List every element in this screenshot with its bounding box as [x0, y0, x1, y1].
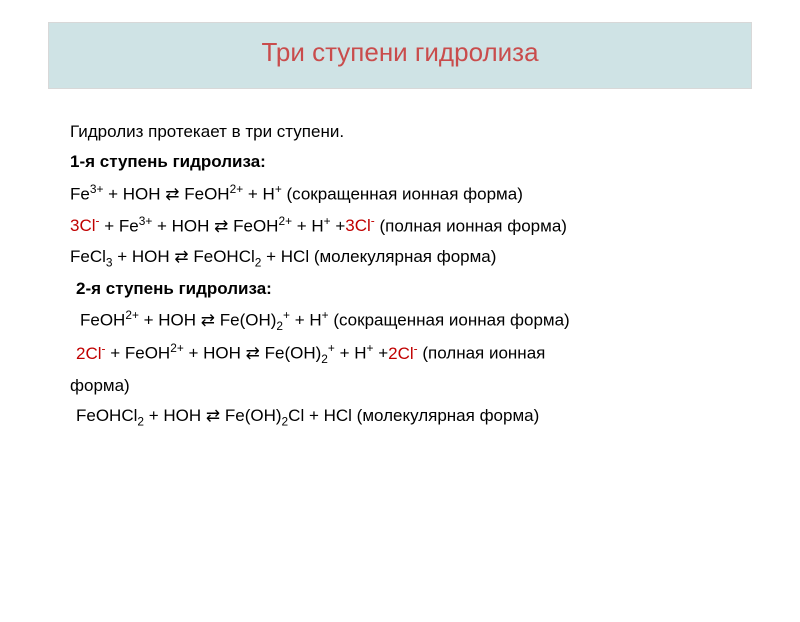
- text: (сокращенная ионная форма): [329, 311, 570, 330]
- sub: 2: [321, 352, 328, 366]
- text: FeOH: [80, 311, 125, 330]
- page-title: Три ступени гидролиза: [59, 37, 741, 68]
- text: 3Cl: [70, 216, 96, 235]
- sup: +: [283, 308, 290, 322]
- text: + H: [292, 216, 324, 235]
- text: + HCl (молекулярная форма): [261, 247, 496, 266]
- text: + HOH ⇄ FeOH: [152, 216, 278, 235]
- text: +: [331, 216, 346, 235]
- intro-text: Гидролиз протекает в три ступени.: [70, 119, 730, 145]
- text: + FeOH: [105, 344, 170, 363]
- cl-term: 2Cl-: [76, 344, 105, 363]
- title-box: Три ступени гидролиза: [48, 22, 752, 89]
- text: + H: [243, 184, 275, 203]
- text: (сокращенная ионная форма): [282, 184, 523, 203]
- text: + Fe: [99, 216, 138, 235]
- text: + HOH ⇄ Fe(OH): [144, 406, 282, 425]
- text: 2Cl: [388, 344, 414, 363]
- sup: 3+: [139, 214, 153, 228]
- text: + HOH ⇄ Fe(OH): [139, 311, 277, 330]
- step1-molecular: FeCl3 + HOH ⇄ FeOHCl2 + HCl (молекулярна…: [70, 244, 730, 272]
- text: 2Cl: [76, 344, 102, 363]
- body-content: Гидролиз протекает в три ступени. 1-я ст…: [70, 119, 730, 431]
- cl-term: 3Cl-: [345, 216, 374, 235]
- sup: +: [328, 341, 335, 355]
- text: Fe: [70, 184, 90, 203]
- text: (полная ионная: [418, 344, 546, 363]
- sup: 2+: [125, 308, 139, 322]
- sup: +: [275, 182, 282, 196]
- sup: 3+: [90, 182, 104, 196]
- text: + H: [335, 344, 367, 363]
- step2-heading: 2-я ступень гидролиза:: [70, 276, 730, 302]
- step2-full-ionic-cont: форма): [70, 373, 730, 399]
- step1-short-ionic: Fe3+ + HOH ⇄ FeOH2+ + H+ (сокращенная ио…: [70, 180, 730, 208]
- sub: 3: [106, 255, 113, 269]
- text: + HOH ⇄ Fe(OH): [184, 344, 322, 363]
- text: FeOHCl: [76, 406, 137, 425]
- text: +: [373, 344, 388, 363]
- cl-term: 2Cl-: [388, 344, 417, 363]
- sup: +: [324, 214, 331, 228]
- step2-full-ionic: 2Cl- + FeOH2+ + HOH ⇄ Fe(OH)2+ + H+ +2Cl…: [70, 339, 730, 369]
- text: + HOH ⇄ FeOH: [103, 184, 229, 203]
- slide: Три ступени гидролиза Гидролиз протекает…: [0, 22, 800, 622]
- sup: +: [322, 308, 329, 322]
- sup: 2+: [230, 182, 244, 196]
- text: FeCl: [70, 247, 106, 266]
- cl-term: 3Cl-: [70, 216, 99, 235]
- text: + H: [290, 311, 322, 330]
- text: + HOH ⇄ FeOHCl: [113, 247, 255, 266]
- step1-heading: 1-я ступень гидролиза:: [70, 149, 730, 175]
- sup: 2+: [170, 341, 184, 355]
- step1-full-ionic: 3Cl- + Fe3+ + HOH ⇄ FeOH2+ + H+ +3Cl- (п…: [70, 212, 730, 240]
- text: (полная ионная форма): [375, 216, 567, 235]
- step2-molecular: FeOHCl2 + HOH ⇄ Fe(OH)2Cl + HCl (молекул…: [70, 403, 730, 431]
- text: 3Cl: [345, 216, 371, 235]
- sup: 2+: [278, 214, 292, 228]
- text: Cl + HCl (молекулярная форма): [288, 406, 539, 425]
- step2-short-ionic: FeOH2+ + HOH ⇄ Fe(OH)2+ + H+ (сокращенна…: [70, 306, 730, 336]
